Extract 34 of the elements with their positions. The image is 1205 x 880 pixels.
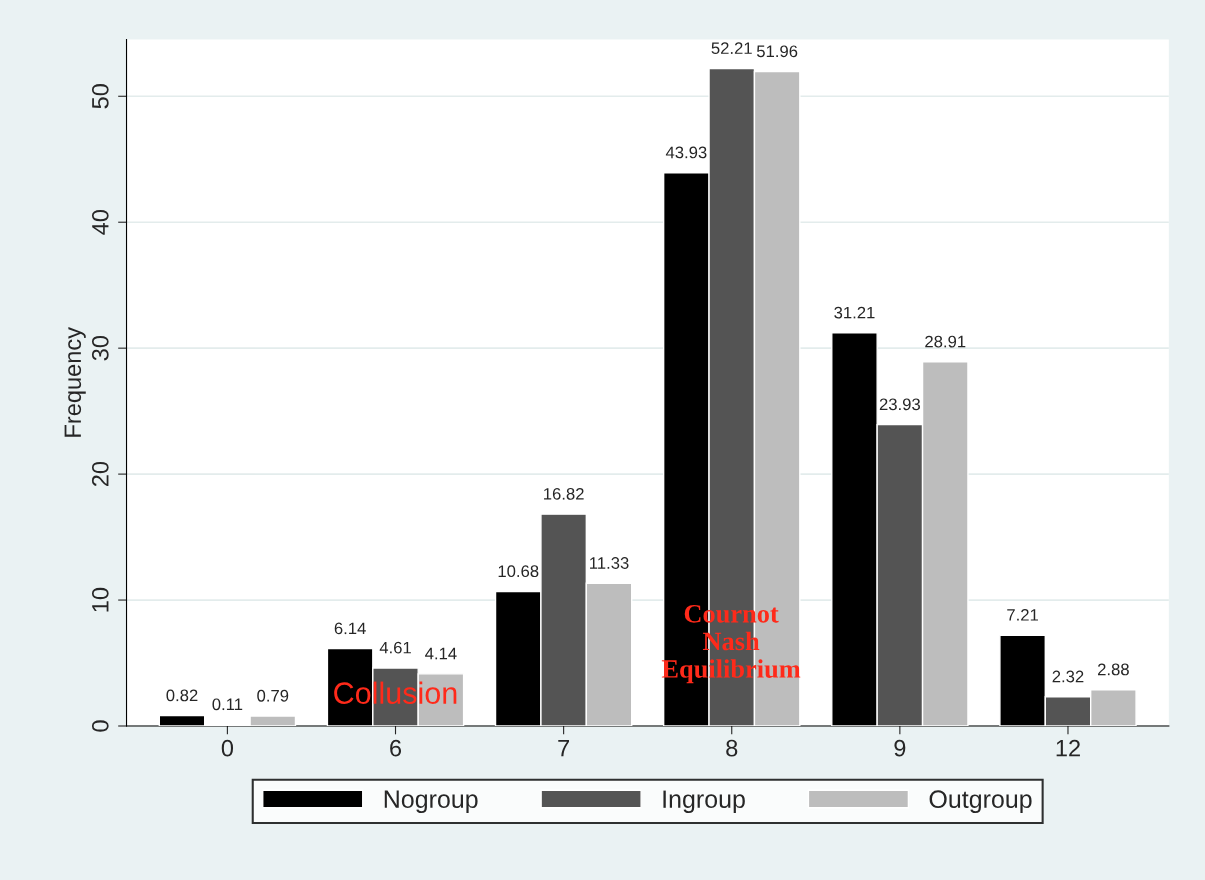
y-tick-label: 20 (91, 461, 109, 487)
legend-label: Nogroup (384, 790, 478, 813)
data-label: 10.68 (498, 565, 539, 578)
y-tick-label: 30 (91, 335, 109, 361)
data-label: 51.96 (756, 45, 798, 58)
data-label: 0.82 (166, 689, 198, 702)
y-axis-title: Frequency (64, 327, 86, 437)
data-label: 0.79 (257, 689, 289, 702)
data-label: 0.11 (212, 698, 243, 711)
x-tick-label: 6 (390, 739, 402, 757)
legend-label: Ingroup (663, 790, 745, 813)
x-tick-label: 0 (221, 739, 234, 757)
x-tick-label: 7 (558, 740, 570, 757)
data-label: 28.91 (925, 335, 966, 348)
y-tick-label: 40 (91, 210, 109, 235)
data-label: 43.93 (665, 146, 707, 159)
data-label: 2.88 (1097, 663, 1129, 676)
data-label: 4.61 (379, 641, 411, 654)
data-label: 31.21 (834, 306, 875, 319)
data-label: 11.33 (590, 557, 629, 569)
data-label: 6.14 (334, 622, 366, 635)
x-tick-label: 12 (1056, 739, 1080, 757)
y-tick-label: 0 (91, 720, 109, 732)
y-tick-label: 50 (91, 84, 109, 109)
data-label: 2.32 (1052, 670, 1084, 683)
legend-label: Outgroup (929, 790, 1032, 813)
data-label: 16.82 (544, 487, 584, 500)
data-label: 4.14 (425, 647, 457, 660)
x-tick-label: 9 (894, 739, 906, 757)
data-label: 52.21 (711, 42, 752, 55)
y-tick-label: 10 (91, 587, 109, 612)
data-label: 7.21 (1007, 608, 1038, 621)
data-label: 23.93 (879, 398, 920, 411)
x-tick-label: 8 (726, 739, 738, 757)
